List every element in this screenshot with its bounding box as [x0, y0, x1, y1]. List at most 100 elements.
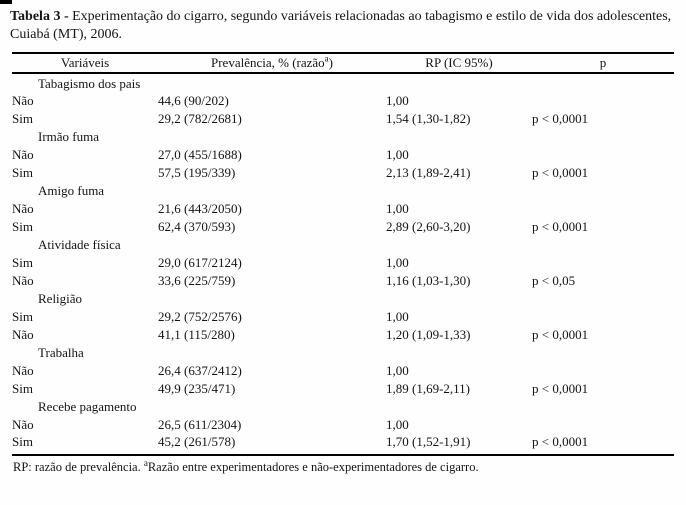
p-value: p < 0,0001 [532, 327, 589, 342]
p-value: p < 0,0001 [532, 381, 589, 396]
results-table: Variáveis Prevalência, % (razãoa) RP (IC… [12, 52, 674, 456]
scan-artifact-mark [0, 0, 12, 4]
variable-label: Não [12, 417, 34, 432]
section-label: Religião [38, 291, 83, 306]
rp-value: 1,00 [386, 255, 409, 270]
table-row: Sim 29,2 (752/2576) 1,00 [12, 308, 674, 326]
prevalence-value: 29,0 (617/2124) [158, 255, 242, 270]
prevalence-value: 62,4 (370/593) [158, 219, 236, 234]
table-row: Sim 29,2 (782/2681) 1,54 (1,30-1,82) p <… [12, 110, 674, 128]
p-value [532, 362, 674, 380]
variable-label: Sim [12, 165, 33, 180]
rp-value: 1,00 [386, 201, 409, 216]
table-caption-text: Experimentação do cigarro, segundo variá… [10, 9, 672, 42]
table-header-row: Variáveis Prevalência, % (razãoa) RP (IC… [12, 53, 674, 74]
p-value [532, 146, 674, 164]
table-row: Sim 45,2 (261/578) 1,70 (1,52-1,91) p < … [12, 434, 674, 455]
table-row-section: Recebe pagamento [12, 398, 674, 416]
prevalence-value: 44,6 (90/202) [158, 93, 229, 108]
table-row: Não 27,0 (455/1688) 1,00 [12, 146, 674, 164]
footnote-text-continued: Razão entre experimentadores e não-exper… [147, 460, 479, 474]
rp-value: 1,54 (1,30-1,82) [386, 111, 471, 126]
section-label: Atividade física [38, 237, 121, 252]
variable-label: Não [12, 363, 34, 378]
variable-label: Não [12, 147, 34, 162]
rp-value: 1,16 (1,03-1,30) [386, 273, 471, 288]
table-row-section: Religião [12, 290, 674, 308]
section-label: Trabalha [38, 345, 84, 360]
table-row: Sim 57,5 (195/339) 2,13 (1,89-2,41) p < … [12, 164, 674, 182]
prevalence-value: 41,1 (115/280) [158, 327, 235, 342]
variable-label: Não [12, 327, 34, 342]
table-row: Não 26,5 (611/2304) 1,00 [12, 416, 674, 434]
rp-value: 1,00 [386, 309, 409, 324]
section-label: Tabagismo dos pais [38, 76, 141, 91]
variable-label: Sim [12, 219, 33, 234]
rp-value: 1,00 [386, 417, 409, 432]
prevalence-value: 26,4 (637/2412) [158, 363, 242, 378]
column-header-prevalence: Prevalência, % (razãoa) [158, 53, 386, 74]
rp-value: 1,00 [386, 147, 409, 162]
rp-value: 2,13 (1,89-2,41) [386, 165, 471, 180]
variable-label: Não [12, 201, 34, 216]
rp-value: 1,70 (1,52-1,91) [386, 434, 471, 449]
p-value [532, 200, 674, 218]
prevalence-value: 29,2 (782/2681) [158, 111, 242, 126]
column-header-variables: Variáveis [12, 53, 158, 74]
p-value [532, 308, 674, 326]
prevalence-value: 33,6 (225/759) [158, 273, 236, 288]
table-row: Não 44,6 (90/202) 1,00 [12, 92, 674, 110]
prevalence-value: 26,5 (611/2304) [158, 417, 242, 432]
section-label: Recebe pagamento [38, 399, 137, 414]
table-footnote: RP: razão de prevalência. aRazão entre e… [13, 458, 673, 475]
prevalence-value: 29,2 (752/2576) [158, 309, 242, 324]
p-value [532, 92, 674, 110]
table-row: Não 21,6 (443/2050) 1,00 [12, 200, 674, 218]
variable-label: Sim [12, 381, 33, 396]
p-value: p < 0,0001 [532, 165, 589, 180]
variable-label: Sim [12, 255, 33, 270]
column-header-rp: RP (IC 95%) [386, 53, 532, 74]
variable-label: Sim [12, 111, 33, 126]
p-value: p < 0,0001 [532, 434, 589, 449]
p-value [532, 416, 674, 434]
p-value: p < 0,0001 [532, 219, 589, 234]
variable-label: Não [12, 273, 34, 288]
prevalence-value: 57,5 (195/339) [158, 165, 236, 180]
table-row: Sim 29,0 (617/2124) 1,00 [12, 254, 674, 272]
column-header-prevalence-close: ) [328, 55, 334, 70]
table-row: Não 41,1 (115/280) 1,20 (1,09-1,33) p < … [12, 326, 674, 344]
p-value [532, 254, 674, 272]
table-row: Não 33,6 (225/759) 1,16 (1,03-1,30) p < … [12, 272, 674, 290]
prevalence-value: 49,9 (235/471) [158, 381, 236, 396]
table-row: Sim 62,4 (370/593) 2,89 (2,60-3,20) p < … [12, 218, 674, 236]
table-row-section: Tabagismo dos pais [12, 73, 674, 92]
variable-label: Sim [12, 309, 33, 324]
column-header-prevalence-sup: a [324, 53, 329, 64]
variable-label: Sim [12, 434, 33, 449]
column-header-prevalence-text: Prevalência, % (razão [210, 55, 325, 70]
footnote-text: RP: razão de prevalência. [13, 460, 144, 474]
p-value: p < 0,0001 [532, 111, 589, 126]
section-label: Irmão fuma [38, 129, 100, 144]
section-label: Amigo fuma [38, 183, 105, 198]
table-row-section: Atividade física [12, 236, 674, 254]
column-header-p: p [532, 53, 674, 74]
p-value: p < 0,05 [532, 273, 576, 288]
rp-value: 1,20 (1,09-1,33) [386, 327, 471, 342]
table-row: Não 26,4 (637/2412) 1,00 [12, 362, 674, 380]
table-row-section: Irmão fuma [12, 128, 674, 146]
table-row: Sim 49,9 (235/471) 1,89 (1,69-2,11) p < … [12, 380, 674, 398]
table-caption: Tabela 3 - Experimentação do cigarro, se… [10, 8, 680, 44]
prevalence-value: 45,2 (261/578) [158, 434, 236, 449]
prevalence-value: 27,0 (455/1688) [158, 147, 242, 162]
variable-label: Não [12, 93, 34, 108]
table-caption-label: Tabela 3 - [10, 9, 69, 24]
rp-value: 1,00 [386, 363, 409, 378]
rp-value: 2,89 (2,60-3,20) [386, 219, 471, 234]
rp-value: 1,89 (1,69-2,11) [386, 381, 471, 396]
table-row-section: Amigo fuma [12, 182, 674, 200]
prevalence-value: 21,6 (443/2050) [158, 201, 242, 216]
rp-value: 1,00 [386, 93, 409, 108]
